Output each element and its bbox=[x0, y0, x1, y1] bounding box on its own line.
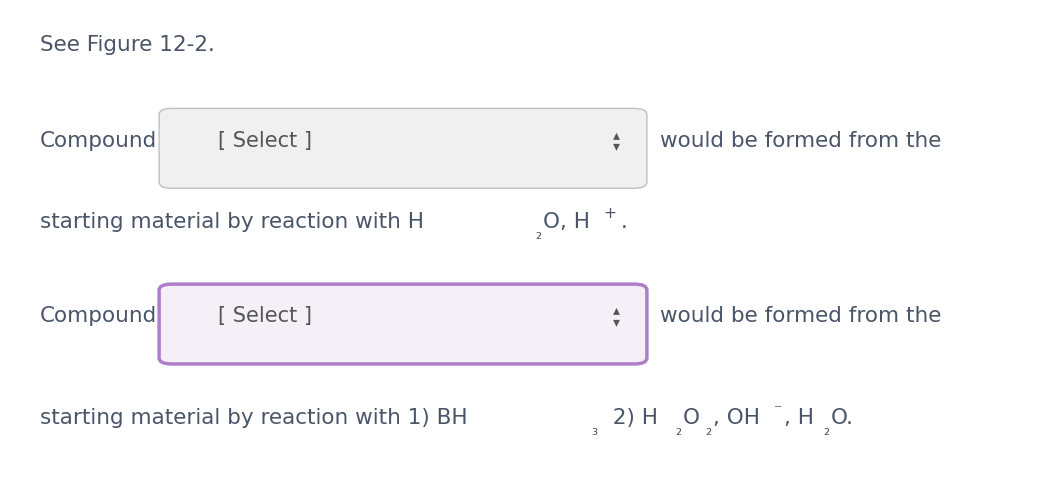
Text: ₃: ₃ bbox=[592, 422, 597, 437]
Text: ₂: ₂ bbox=[535, 227, 541, 242]
Text: ▴
▾: ▴ ▾ bbox=[614, 127, 620, 153]
Text: O: O bbox=[683, 407, 700, 427]
Text: [ Select ]: [ Select ] bbox=[218, 306, 312, 326]
FancyBboxPatch shape bbox=[159, 285, 647, 364]
Text: would be formed from the: would be formed from the bbox=[660, 130, 942, 150]
Text: would be formed from the: would be formed from the bbox=[660, 306, 942, 326]
Text: .: . bbox=[620, 212, 627, 232]
Text: ⁻: ⁻ bbox=[774, 401, 782, 416]
Text: starting material by reaction with 1) BH: starting material by reaction with 1) BH bbox=[40, 407, 467, 427]
Text: Compound: Compound bbox=[40, 130, 157, 150]
Text: , H: , H bbox=[784, 407, 814, 427]
Text: ₂: ₂ bbox=[675, 422, 681, 437]
Text: O.: O. bbox=[831, 407, 854, 427]
Text: Compound: Compound bbox=[40, 306, 157, 326]
Text: +: + bbox=[603, 206, 617, 221]
Text: O, H: O, H bbox=[543, 212, 590, 232]
Text: See Figure 12-2.: See Figure 12-2. bbox=[40, 35, 214, 55]
Text: 2) H: 2) H bbox=[599, 407, 658, 427]
Text: , OH: , OH bbox=[713, 407, 760, 427]
Text: ₂: ₂ bbox=[705, 422, 711, 437]
FancyBboxPatch shape bbox=[159, 109, 647, 189]
Text: ₂: ₂ bbox=[823, 422, 829, 437]
Text: [ Select ]: [ Select ] bbox=[218, 130, 312, 150]
Text: starting material by reaction with H: starting material by reaction with H bbox=[40, 212, 423, 232]
Text: ▴
▾: ▴ ▾ bbox=[614, 303, 620, 329]
